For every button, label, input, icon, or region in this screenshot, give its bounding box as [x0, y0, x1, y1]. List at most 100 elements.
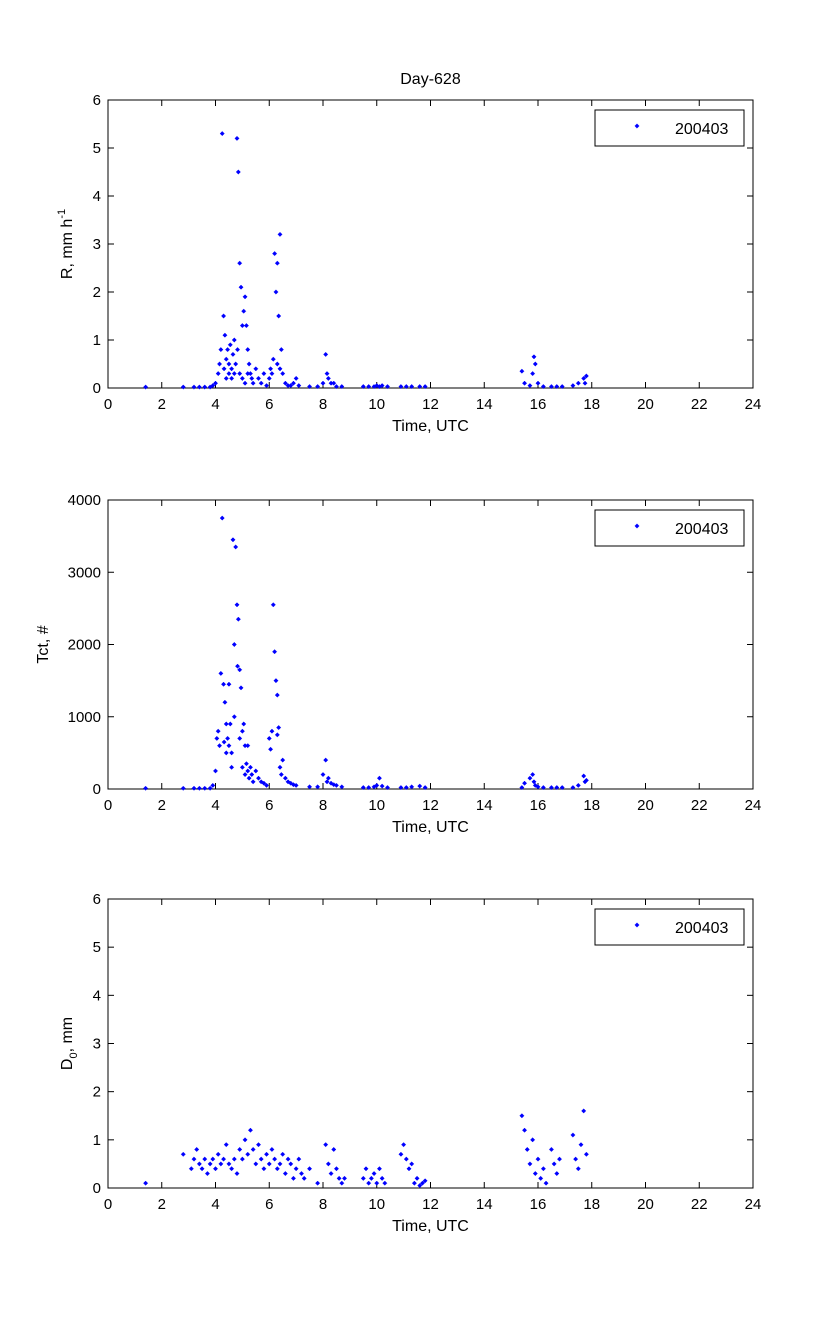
data-point	[551, 1161, 557, 1167]
x-tick-label: 20	[637, 1196, 654, 1213]
data-point	[268, 746, 274, 752]
data-point	[403, 384, 409, 390]
data-point	[385, 384, 390, 390]
data-point	[218, 670, 224, 676]
data-point	[519, 785, 525, 791]
data-point	[277, 366, 283, 372]
data-point	[180, 384, 186, 390]
data-point	[230, 351, 236, 357]
data-point	[398, 1151, 404, 1157]
data-point	[288, 1161, 294, 1167]
data-point	[213, 768, 218, 774]
data-point	[221, 313, 227, 319]
data-point	[554, 785, 560, 791]
data-point	[261, 780, 267, 786]
x-tick-label: 18	[583, 1196, 600, 1213]
x-tick-label: 20	[637, 396, 654, 413]
axes-box	[107, 898, 754, 1189]
data-point	[583, 373, 589, 379]
data-point	[239, 375, 245, 381]
x-tick-label: 4	[211, 797, 219, 814]
data-point	[282, 380, 288, 386]
x-tick-label: 8	[319, 396, 327, 413]
y-tick-label: 0	[93, 781, 101, 798]
data-point	[406, 1166, 412, 1172]
data-point	[210, 383, 216, 389]
x-tick-label: 18	[583, 797, 600, 814]
data-point	[581, 1108, 587, 1114]
data-point	[276, 313, 282, 319]
x-axis-label: Time, UTC	[392, 819, 469, 836]
y-axis-label-main: D	[59, 1059, 76, 1071]
data-point	[277, 764, 283, 770]
data-point	[328, 1171, 334, 1177]
data-point	[231, 337, 237, 343]
data-point	[530, 1137, 536, 1143]
data-point	[207, 785, 213, 791]
data-point	[581, 773, 587, 779]
data-point	[247, 371, 253, 377]
data-point	[531, 354, 537, 360]
data-point	[282, 1171, 288, 1177]
data-point	[288, 780, 294, 786]
data-point	[360, 1175, 366, 1181]
data-point	[239, 1156, 245, 1162]
data-point	[217, 361, 223, 367]
data-point	[578, 1142, 584, 1148]
data-point	[414, 1175, 420, 1181]
data-point	[409, 1161, 415, 1167]
data-point	[315, 384, 321, 390]
data-point	[374, 782, 380, 788]
data-point	[242, 772, 248, 778]
data-point	[379, 783, 385, 789]
data-point	[215, 728, 221, 734]
data-point	[554, 1171, 560, 1177]
data-point	[210, 782, 216, 788]
data-point	[229, 1166, 235, 1172]
x-tick-label: 16	[530, 396, 547, 413]
data-point	[325, 1161, 331, 1167]
data-point	[226, 361, 232, 367]
data-point	[278, 347, 284, 353]
data-point	[570, 383, 576, 389]
data-point	[253, 768, 259, 774]
data-point	[266, 1161, 272, 1167]
data-point	[223, 721, 229, 727]
data-point	[293, 375, 299, 381]
data-point	[273, 289, 279, 295]
data-point	[540, 1166, 546, 1172]
x-tick-label: 18	[583, 396, 600, 413]
data-point	[324, 779, 330, 785]
data-point	[363, 1166, 369, 1172]
data-point	[219, 131, 225, 137]
y-axis-label-main: Tct, #	[35, 625, 52, 663]
data-point	[237, 735, 243, 741]
data-point	[301, 1175, 307, 1181]
data-point	[333, 1166, 339, 1172]
data-point	[366, 1180, 372, 1186]
y-axis-label-suffix: , mm	[59, 1017, 76, 1053]
x-tick-label: 12	[422, 396, 439, 413]
data-point	[207, 1161, 213, 1167]
data-point	[532, 361, 538, 367]
data-point	[230, 537, 236, 543]
data-point	[225, 735, 231, 741]
data-point	[422, 384, 428, 390]
data-point	[245, 347, 251, 353]
data-point	[530, 371, 536, 377]
data-point	[339, 784, 345, 790]
data-point	[221, 1156, 227, 1162]
data-point	[280, 371, 286, 377]
x-tick-label: 2	[158, 396, 166, 413]
data-point	[339, 384, 345, 390]
legend-marker	[634, 922, 640, 928]
data-point	[320, 772, 326, 778]
data-point	[276, 725, 282, 731]
data-point	[522, 780, 528, 786]
data-point	[535, 1156, 541, 1162]
data-point	[272, 251, 278, 257]
data-point	[342, 1175, 347, 1181]
data-point	[417, 1183, 423, 1189]
